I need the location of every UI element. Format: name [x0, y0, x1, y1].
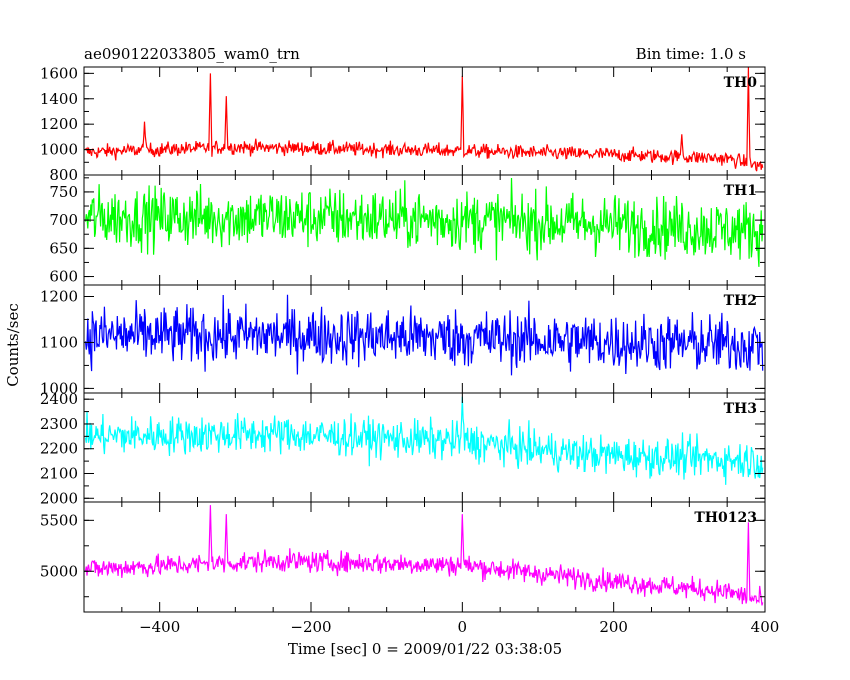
x-tick-label: 200	[599, 618, 628, 636]
y-tick-label: 2400	[40, 390, 78, 408]
y-axis-label: Counts/sec	[4, 303, 22, 387]
series-th0	[85, 67, 764, 172]
panel-stack: 800 1000 1200 1400 1600 TH0 600 650 700 750 TH1 100…	[40, 64, 766, 613]
y-tick-label: 2300	[40, 415, 78, 433]
panel-label: TH3	[724, 401, 757, 417]
y-tick-label: 750	[49, 183, 78, 201]
y-tick-label: 1200	[40, 287, 78, 305]
x-tick-label: −200	[290, 618, 331, 636]
y-tick-label: 1600	[40, 64, 78, 82]
y-tick-label: 1000	[40, 379, 78, 397]
y-tick-label: 800	[49, 166, 78, 184]
bin-time-label: Bin time: 1.0 s	[636, 45, 746, 63]
panel-frame	[83, 392, 766, 503]
series-th3	[84, 396, 764, 485]
panel-label: TH0	[724, 75, 758, 91]
y-tick-label: 650	[49, 239, 78, 257]
panel-th3: 2000 2100 2200 2300 2400 TH3	[40, 390, 766, 507]
y-tick-label: 1400	[40, 90, 78, 108]
panel-frame	[83, 501, 766, 613]
y-tick-label: 2100	[40, 465, 78, 483]
x-tick-label: 400	[751, 618, 780, 636]
x-tick-labels: −400 −200 0 200 400	[139, 618, 779, 636]
y-tick-label: 5000	[40, 562, 78, 580]
chart-title: ae090122033805_wam0_trn	[84, 45, 300, 63]
y-tick-label: 700	[49, 211, 78, 229]
x-tick-label: −400	[139, 618, 180, 636]
y-tick-label: 2000	[40, 489, 78, 507]
y-tick-label: 5500	[40, 511, 78, 529]
x-tick-label: 0	[458, 618, 468, 636]
panel-label: TH2	[724, 293, 757, 309]
series-th0123	[84, 505, 764, 606]
panel-th1: 600 650 700 750 TH1	[49, 174, 766, 286]
panel-th0: 800 1000 1200 1400 1600 TH0	[40, 64, 766, 184]
series-th1	[84, 177, 764, 267]
y-tick-label: 2200	[40, 440, 78, 458]
y-tick-label: 600	[49, 268, 78, 286]
series-th2	[84, 294, 764, 376]
y-tick-label: 1100	[40, 333, 78, 351]
y-tick-label: 1000	[40, 141, 78, 159]
panel-label: TH1	[724, 183, 757, 199]
y-tick-label: 1200	[40, 115, 78, 133]
panel-label: TH0123	[694, 510, 757, 526]
panel-th2: 1000 1100 1200 TH2	[40, 284, 766, 397]
x-axis-label: Time [sec] 0 = 2009/01/22 03:38:05	[288, 640, 562, 658]
panel-th0123: 5000 5500 TH0123	[40, 501, 766, 613]
